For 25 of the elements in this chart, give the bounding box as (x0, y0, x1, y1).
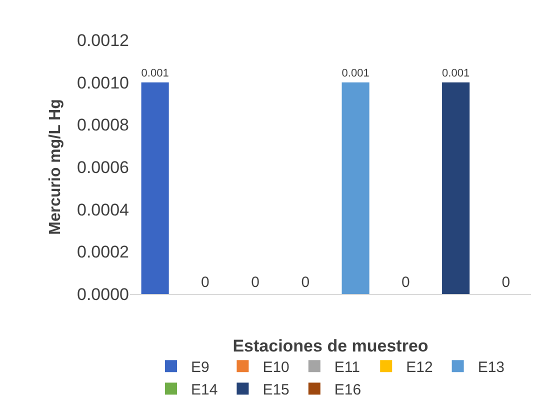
y-tick-label: 0.0004 (77, 200, 129, 220)
legend-label: E12 (406, 358, 433, 376)
x-axis-title: Estaciones de muestreo (232, 336, 428, 356)
data-label: 0.001 (141, 67, 169, 80)
y-axis-title: Mercurio mg/L Hg (46, 99, 64, 235)
legend-label: E15 (262, 381, 290, 398)
data-label: 0.001 (342, 67, 370, 80)
y-tick-label: 0.0000 (77, 284, 129, 304)
data-label: 0 (402, 274, 410, 291)
y-tick-label: 0.0006 (77, 158, 129, 177)
legend-label: E11 (334, 358, 360, 376)
y-tick-label: 0.0012 (77, 30, 129, 50)
legend-label: E14 (191, 381, 218, 398)
legend-label: E9 (191, 358, 210, 376)
legend-label: E10 (262, 358, 290, 376)
data-label: 0 (201, 274, 210, 291)
y-tick-label: 0.0002 (77, 242, 129, 262)
y-tick-label: 0.0010 (77, 73, 129, 92)
data-label: 0 (502, 274, 510, 291)
data-label: 0.001 (442, 67, 470, 80)
legend-label: E16 (334, 381, 362, 398)
data-label: 0 (251, 274, 260, 291)
data-label: 0 (301, 274, 310, 291)
legend-label: E13 (478, 358, 505, 376)
y-tick-label: 0.0008 (77, 116, 129, 135)
